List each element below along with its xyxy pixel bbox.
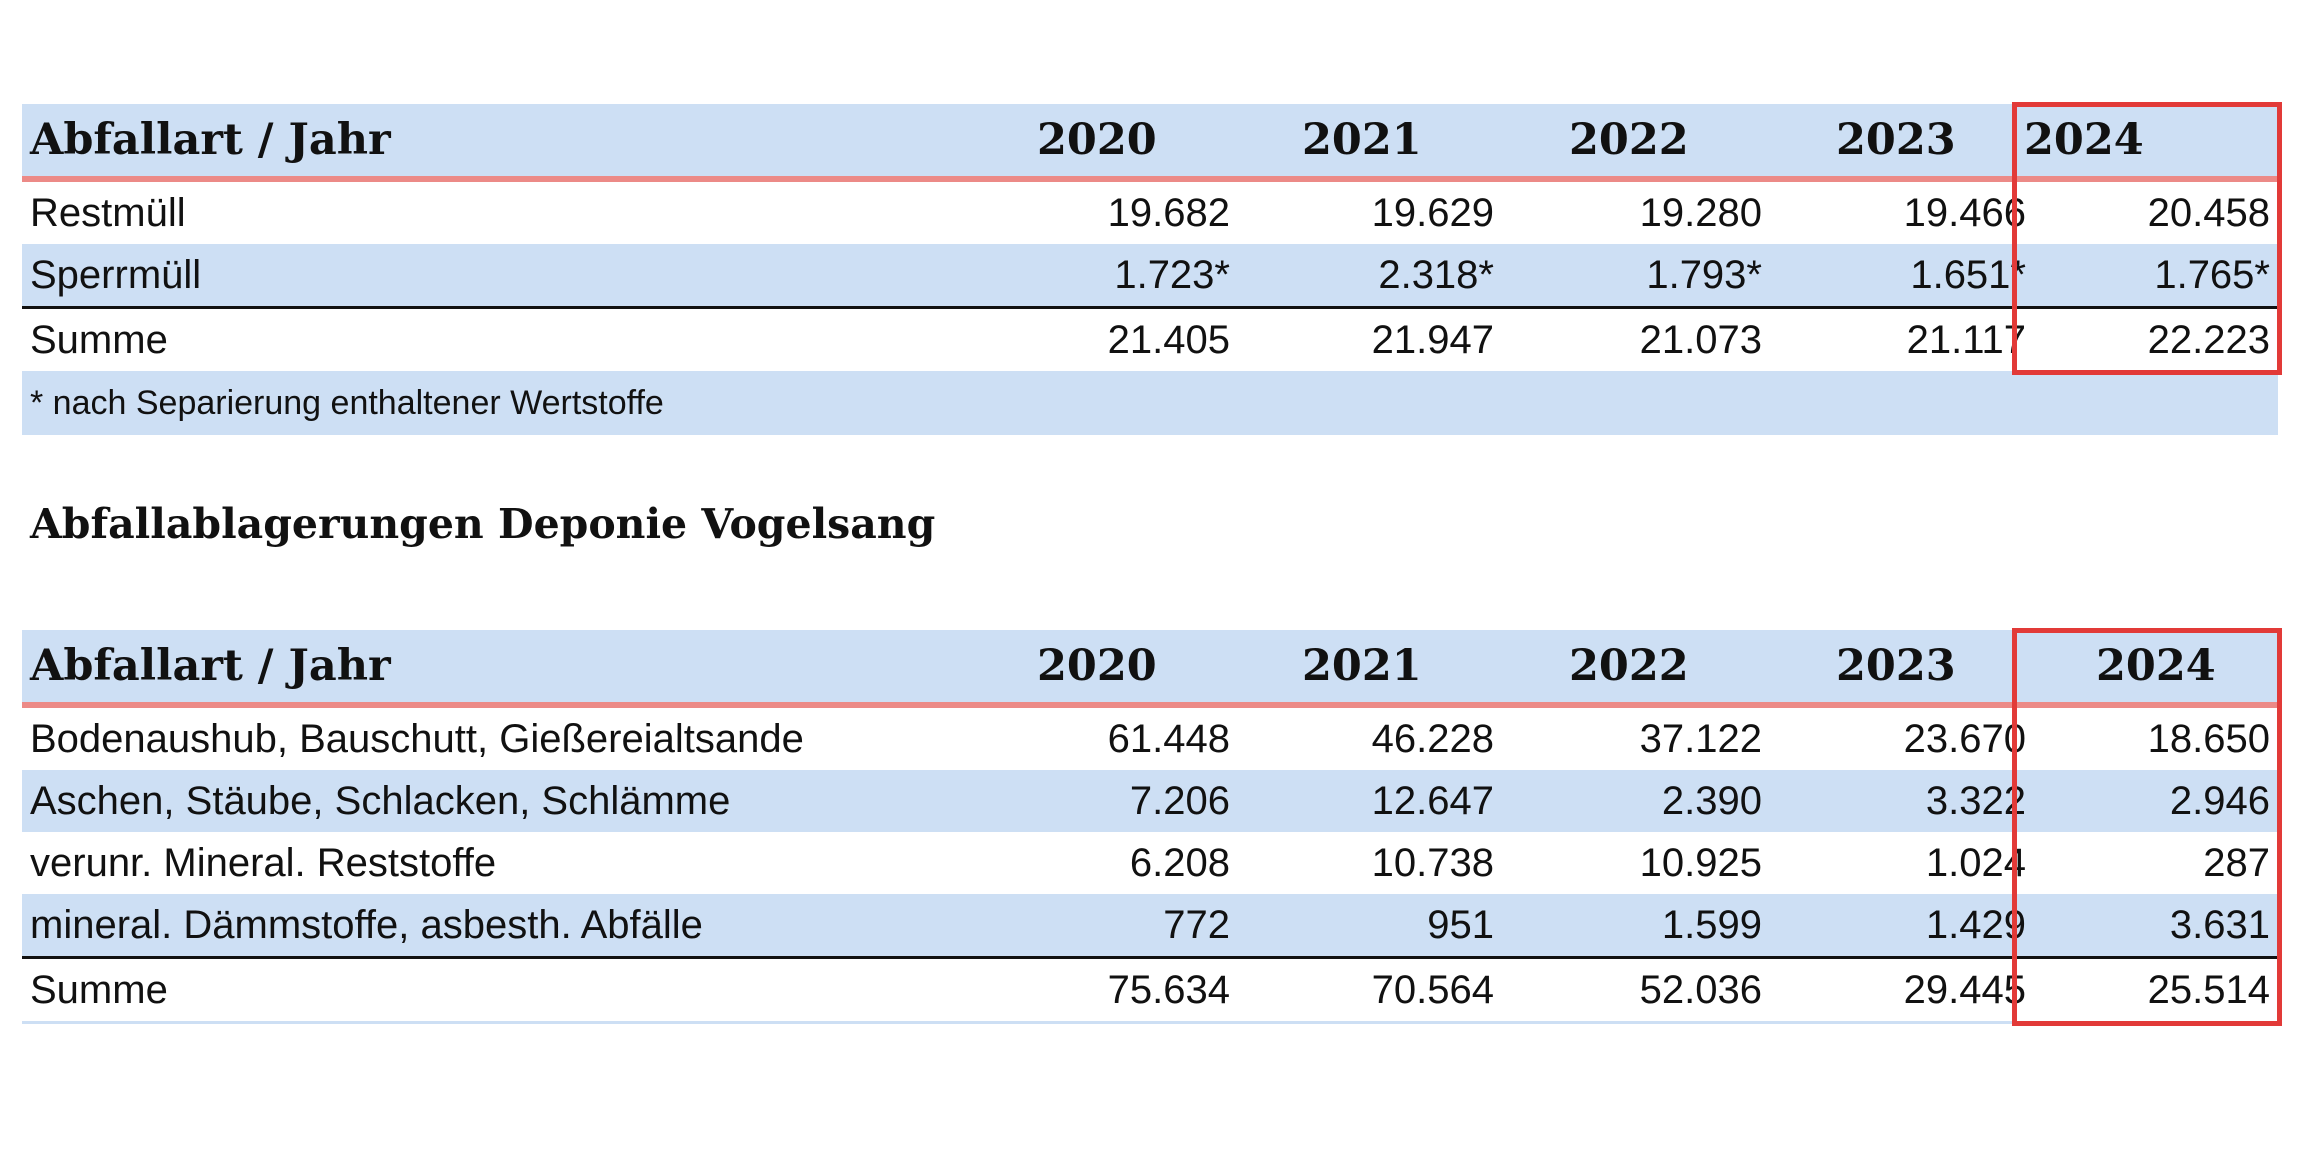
row-label: Summe: [30, 967, 168, 1012]
footnote-text: * nach Separierung enthaltener Wertstoff…: [30, 383, 664, 422]
highlight-2024-table2: [2012, 628, 2282, 1026]
table-cell: 10.738: [1371, 840, 1494, 885]
table-cell: 23.670: [1903, 716, 2026, 761]
table-cell: 20.458: [2147, 190, 2270, 235]
table1-header-row: Abfallart / Jahr 2020 2021 2022 2023 202…: [22, 104, 2278, 182]
table-cell: 61.448: [1107, 716, 1230, 761]
table1-footnote: * nach Separierung enthaltener Wertstoff…: [22, 371, 2278, 435]
table2-header-year: 2024: [2096, 641, 2216, 691]
table-cell: 37.122: [1639, 716, 1762, 761]
table-cell: 1.599: [1661, 902, 1762, 947]
table-cell: 21.405: [1107, 317, 1230, 362]
table-cell: 12.647: [1371, 778, 1494, 823]
section-title: Abfallablagerungen Deponie Vogelsang: [30, 500, 936, 548]
table-cell: 19.682: [1107, 190, 1230, 235]
table-cell: 70.564: [1371, 967, 1494, 1012]
table1-header-year: 2024: [2024, 115, 2144, 165]
table-cell: 75.634: [1107, 967, 1230, 1012]
row-label: Summe: [30, 317, 168, 362]
row-label: Sperrmüll: [30, 252, 202, 297]
table-row: Bodenaushub, Bauschutt, Gießereialtsande…: [22, 708, 2278, 770]
table-cell: 19.466: [1903, 190, 2026, 235]
table-cell: 22.223: [2147, 317, 2270, 362]
table2-header-year: 2023: [1836, 641, 1956, 691]
table-cell: 1.024: [1925, 840, 2026, 885]
sum-row: Summe 75.634 70.564 52.036 29.445 25.514: [22, 956, 2278, 1021]
table-cell: 2.318*: [1378, 252, 1494, 297]
table1-header-year: 2022: [1569, 115, 1689, 165]
table-cell: 3.631: [2169, 902, 2270, 947]
table-cell: 3.322: [1925, 778, 2026, 823]
sum-row: Summe 21.405 21.947 21.073 21.117 22.223: [22, 306, 2278, 371]
table2-header-label: Abfallart / Jahr: [30, 641, 391, 691]
table-cell: 1.723*: [1114, 252, 1230, 297]
table-cell: 25.514: [2147, 967, 2270, 1012]
row-label: verunr. Mineral. Reststoffe: [30, 840, 497, 885]
table1-header-year: 2023: [1836, 115, 1956, 165]
table-cell: 772: [1163, 902, 1230, 947]
table-cell: 1.651*: [1910, 252, 2026, 297]
table-cell: 6.208: [1129, 840, 1230, 885]
table-cell: 10.925: [1639, 840, 1762, 885]
table-cell: 21.947: [1371, 317, 1494, 362]
table-cell: 19.629: [1371, 190, 1494, 235]
table-cell: 287: [2203, 840, 2270, 885]
waste-table-1: Abfallart / Jahr 2020 2021 2022 2023 202…: [22, 104, 2278, 435]
table-row: verunr. Mineral. Reststoffe 6.208 10.738…: [22, 832, 2278, 894]
table-row: Aschen, Stäube, Schlacken, Schlämme 7.20…: [22, 770, 2278, 832]
table2-header-year: 2020: [1037, 641, 1157, 691]
table1-header-year: 2021: [1302, 115, 1422, 165]
table-cell: 7.206: [1129, 778, 1230, 823]
table2-header-row: Abfallart / Jahr 2020 2021 2022 2023 202…: [22, 630, 2278, 708]
table-cell: 2.946: [2169, 778, 2270, 823]
table2-header-year: 2021: [1302, 641, 1422, 691]
table-cell: 46.228: [1371, 716, 1494, 761]
table-cell: 52.036: [1639, 967, 1762, 1012]
table-cell: 29.445: [1903, 967, 2026, 1012]
table-row: mineral. Dämmstoffe, asbesth. Abfälle 77…: [22, 894, 2278, 956]
table-cell: 951: [1427, 902, 1494, 947]
table-cell: 21.073: [1639, 317, 1762, 362]
table-cell: 21.117: [1906, 317, 2026, 362]
table-cell: 18.650: [2147, 716, 2270, 761]
row-label: Bodenaushub, Bauschutt, Gießereialtsande: [30, 716, 804, 761]
table1-header-year: 2020: [1037, 115, 1157, 165]
table-cell: 2.390: [1661, 778, 1762, 823]
table2-bottom-rule: [22, 1021, 2278, 1024]
row-label: Aschen, Stäube, Schlacken, Schlämme: [30, 778, 731, 823]
waste-table-2: Abfallart / Jahr 2020 2021 2022 2023 202…: [22, 630, 2278, 1024]
table-cell: 1.793*: [1646, 252, 1762, 297]
row-label: mineral. Dämmstoffe, asbesth. Abfälle: [30, 902, 703, 947]
table-cell: 1.429: [1925, 902, 2026, 947]
table-row: Restmüll 19.682 19.629 19.280 19.466 20.…: [22, 182, 2278, 244]
table-cell: 1.765*: [2154, 252, 2270, 297]
highlight-2024-table1: [2012, 102, 2282, 375]
table2-header-year: 2022: [1569, 641, 1689, 691]
table-row: Sperrmüll 1.723* 2.318* 1.793* 1.651* 1.…: [22, 244, 2278, 306]
table1-header-label: Abfallart / Jahr: [30, 115, 391, 165]
row-label: Restmüll: [30, 190, 186, 235]
table-cell: 19.280: [1639, 190, 1762, 235]
